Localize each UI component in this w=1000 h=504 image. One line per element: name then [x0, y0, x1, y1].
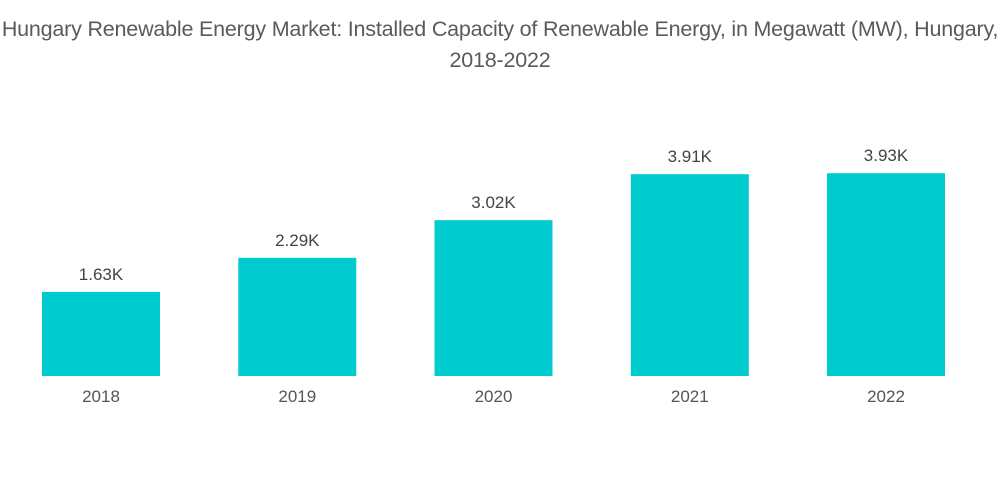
- data-label-2021: 3.91K: [668, 147, 713, 166]
- data-label-2019: 2.29K: [275, 231, 320, 250]
- bar-2020: [434, 220, 553, 376]
- x-tick-label-2019: 2019: [278, 387, 316, 406]
- chart-title: Hungary Renewable Energy Market: Install…: [1, 17, 999, 72]
- data-labels-group: 1.63K 2.29K 3.02K 3.91K 3.93K: [79, 146, 909, 284]
- data-label-2018: 1.63K: [79, 265, 124, 284]
- x-tick-label-2022: 2022: [867, 387, 905, 406]
- x-tick-label-2021: 2021: [671, 387, 709, 406]
- bar-2018: [42, 291, 160, 376]
- data-label-2020: 3.02K: [471, 193, 516, 212]
- bars-group: [42, 173, 945, 376]
- bar-2021: [630, 174, 749, 376]
- data-label-2022: 3.93K: [864, 146, 909, 165]
- bar-2022: [827, 173, 945, 376]
- bar-2019: [238, 257, 357, 376]
- x-tick-label-2018: 2018: [82, 387, 120, 406]
- x-axis-labels: 2018 2019 2020 2021 2022: [82, 387, 905, 406]
- x-tick-label-2020: 2020: [475, 387, 513, 406]
